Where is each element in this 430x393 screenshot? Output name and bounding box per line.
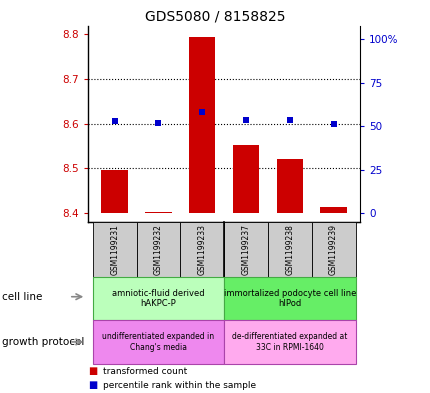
- Bar: [232, 145, 258, 213]
- Text: ■: ■: [88, 380, 97, 390]
- Text: GSM1199231: GSM1199231: [110, 224, 119, 275]
- Bar: [189, 37, 215, 213]
- Bar: [92, 222, 136, 277]
- Bar: [101, 170, 127, 213]
- Bar: [320, 208, 346, 213]
- Text: ■: ■: [88, 366, 97, 376]
- Text: GDS5080 / 8158825: GDS5080 / 8158825: [145, 10, 285, 24]
- Bar: [224, 277, 355, 320]
- Text: percentile rank within the sample: percentile rank within the sample: [103, 381, 256, 389]
- Bar: [136, 222, 180, 277]
- Bar: [92, 277, 224, 320]
- Text: GSM1199232: GSM1199232: [154, 224, 163, 275]
- Text: cell line: cell line: [2, 292, 43, 302]
- Bar: [92, 320, 224, 364]
- Bar: [267, 222, 311, 277]
- Bar: [311, 222, 355, 277]
- Bar: [224, 222, 267, 277]
- Text: transformed count: transformed count: [103, 367, 187, 376]
- Text: immortalized podocyte cell line
hIPod: immortalized podocyte cell line hIPod: [223, 289, 355, 309]
- Text: GSM1199238: GSM1199238: [285, 224, 294, 275]
- Text: GSM1199239: GSM1199239: [329, 224, 337, 275]
- Bar: [145, 212, 171, 213]
- Text: undifferentiated expanded in
Chang's media: undifferentiated expanded in Chang's med…: [102, 332, 214, 352]
- Bar: [224, 320, 355, 364]
- Text: de-differentiated expanded at
33C in RPMI-1640: de-differentiated expanded at 33C in RPM…: [232, 332, 347, 352]
- Bar: [180, 222, 224, 277]
- Bar: [276, 159, 302, 213]
- Text: amniotic-fluid derived
hAKPC-P: amniotic-fluid derived hAKPC-P: [112, 289, 204, 309]
- Text: GSM1199237: GSM1199237: [241, 224, 250, 275]
- Text: GSM1199233: GSM1199233: [197, 224, 206, 275]
- Text: growth protocol: growth protocol: [2, 337, 84, 347]
